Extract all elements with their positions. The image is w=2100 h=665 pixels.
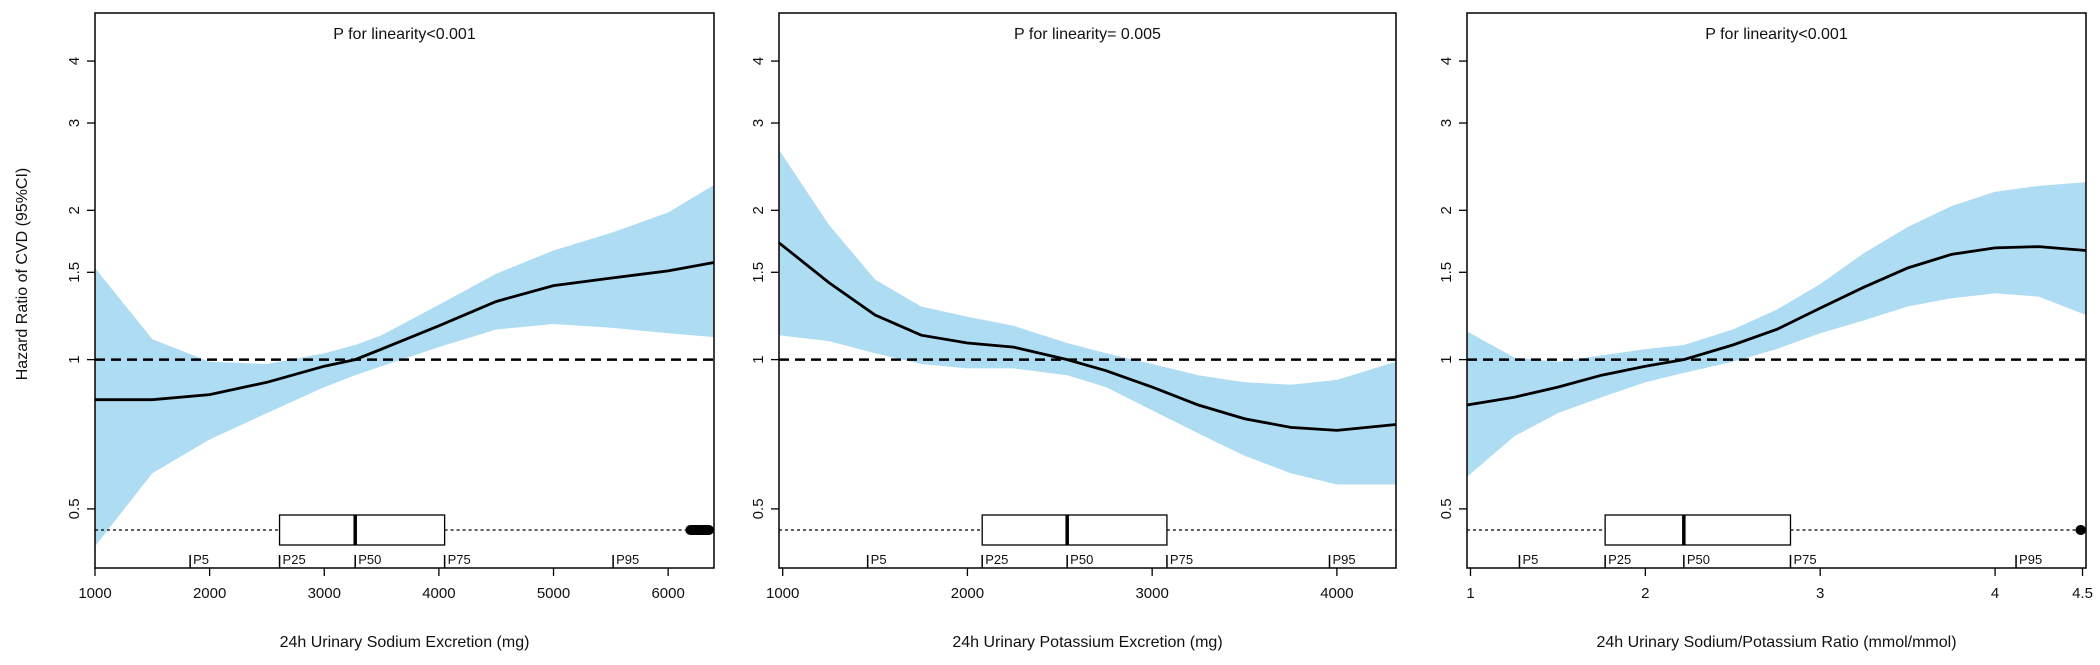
- y-tick-label: 1: [66, 355, 83, 363]
- x-axis-label: 24h Urinary Sodium/Potassium Ratio (mmol…: [1596, 634, 1956, 651]
- x-axis-label: 24h Urinary Sodium Excretion (mg): [280, 634, 530, 651]
- x-tick-label: 4: [1991, 585, 1999, 602]
- x-tick-label: 6000: [651, 585, 684, 602]
- y-tick-label: 4: [1438, 57, 1455, 65]
- y-tick-label: 1.5: [66, 262, 83, 283]
- y-tick-label: 1.5: [750, 262, 767, 283]
- y-tick-label: 0.5: [66, 498, 83, 519]
- x-tick-label: 3000: [1135, 585, 1168, 602]
- boxplot-box: [1604, 514, 1792, 546]
- y-tick-label: 0.5: [1438, 498, 1455, 519]
- y-tick-label: 3: [750, 119, 767, 127]
- plot-frame: [94, 12, 715, 569]
- linearity-annotation: P for linearity= 0.005: [1014, 26, 1161, 43]
- percentile-label: P95: [616, 552, 639, 567]
- y-tick-label: 2: [750, 206, 767, 214]
- x-tick-label: 1000: [78, 585, 111, 602]
- plot-frame: [778, 12, 1397, 569]
- y-tick-label: 2: [66, 206, 83, 214]
- boxplot-outliers: [685, 525, 714, 535]
- panel-sodium: P5 P25 P50 P75 P95 0.5 1 1.5 2 3 4 1000 2000 3000 4000…: [66, 12, 715, 651]
- y-tick-label: 1.5: [1438, 262, 1455, 283]
- x-tick-label: 4000: [422, 585, 455, 602]
- percentile-label: P50: [1687, 552, 1710, 567]
- percentile-label: P5: [871, 552, 887, 567]
- x-tick-label: 2: [1641, 585, 1649, 602]
- hazard-ratio-line: [95, 261, 715, 402]
- ci-band: [95, 185, 714, 547]
- percentile-label: P75: [1170, 552, 1193, 567]
- boxplot-outliers: [2075, 525, 2086, 535]
- ci-band: [779, 149, 1396, 485]
- y-tick-label: 0.5: [750, 498, 767, 519]
- percentile-label: P75: [448, 552, 471, 567]
- plot-frame: [1466, 12, 2087, 569]
- linearity-annotation: P for linearity<0.001: [1705, 26, 1848, 43]
- percentile-label: P25: [985, 552, 1008, 567]
- x-axis-label: 24h Urinary Potassium Excretion (mg): [952, 634, 1222, 651]
- x-tick-label: 3: [1816, 585, 1824, 602]
- x-tick-label: 5000: [537, 585, 570, 602]
- percentile-label: P25: [283, 552, 306, 567]
- x-tick-label: 3000: [308, 585, 341, 602]
- hazard-ratio-line: [778, 241, 1397, 432]
- percentile-label: P50: [1070, 552, 1093, 567]
- y-tick-label: 3: [66, 119, 83, 127]
- y-axis-label: Hazard Ratio of CVD (95%CI): [14, 168, 31, 381]
- y-tick-label: 3: [1438, 119, 1455, 127]
- x-tick-label: 4000: [1320, 585, 1353, 602]
- panel-sodium-potassium-ratio: P5 P25 P50 P75 P95 0.5 1 1.5 2 3 4 1 2 3 4 4.5 P for lin…: [1438, 12, 2093, 651]
- percentile-label: P95: [1332, 552, 1355, 567]
- y-tick-label: 2: [1438, 206, 1455, 214]
- percentile-label: P50: [358, 552, 381, 567]
- percentile-label: P5: [193, 552, 209, 567]
- x-tick-label: 4.5: [2072, 585, 2093, 602]
- percentile-label: P95: [2019, 552, 2042, 567]
- y-tick-label: 1: [750, 355, 767, 363]
- y-tick-label: 1: [1438, 355, 1455, 363]
- x-tick-label: 1: [1466, 585, 1474, 602]
- hazard-ratio-line: [1466, 245, 2087, 407]
- x-tick-label: 2000: [193, 585, 226, 602]
- y-tick-label: 4: [750, 57, 767, 65]
- percentile-label: P5: [1522, 552, 1538, 567]
- panel-potassium: P5 P25 P50 P75 P95 0.5 1 1.5 2 3 4 1000 2000 3000 4000…: [750, 12, 1397, 651]
- y-tick-label: 4: [66, 57, 83, 65]
- x-tick-label: 2000: [951, 585, 984, 602]
- percentile-label: P75: [1793, 552, 1816, 567]
- boxplot-box: [278, 514, 446, 546]
- percentile-label: P25: [1608, 552, 1631, 567]
- boxplot-box: [981, 514, 1168, 546]
- x-tick-label: 1000: [766, 585, 799, 602]
- linearity-annotation: P for linearity<0.001: [333, 26, 476, 43]
